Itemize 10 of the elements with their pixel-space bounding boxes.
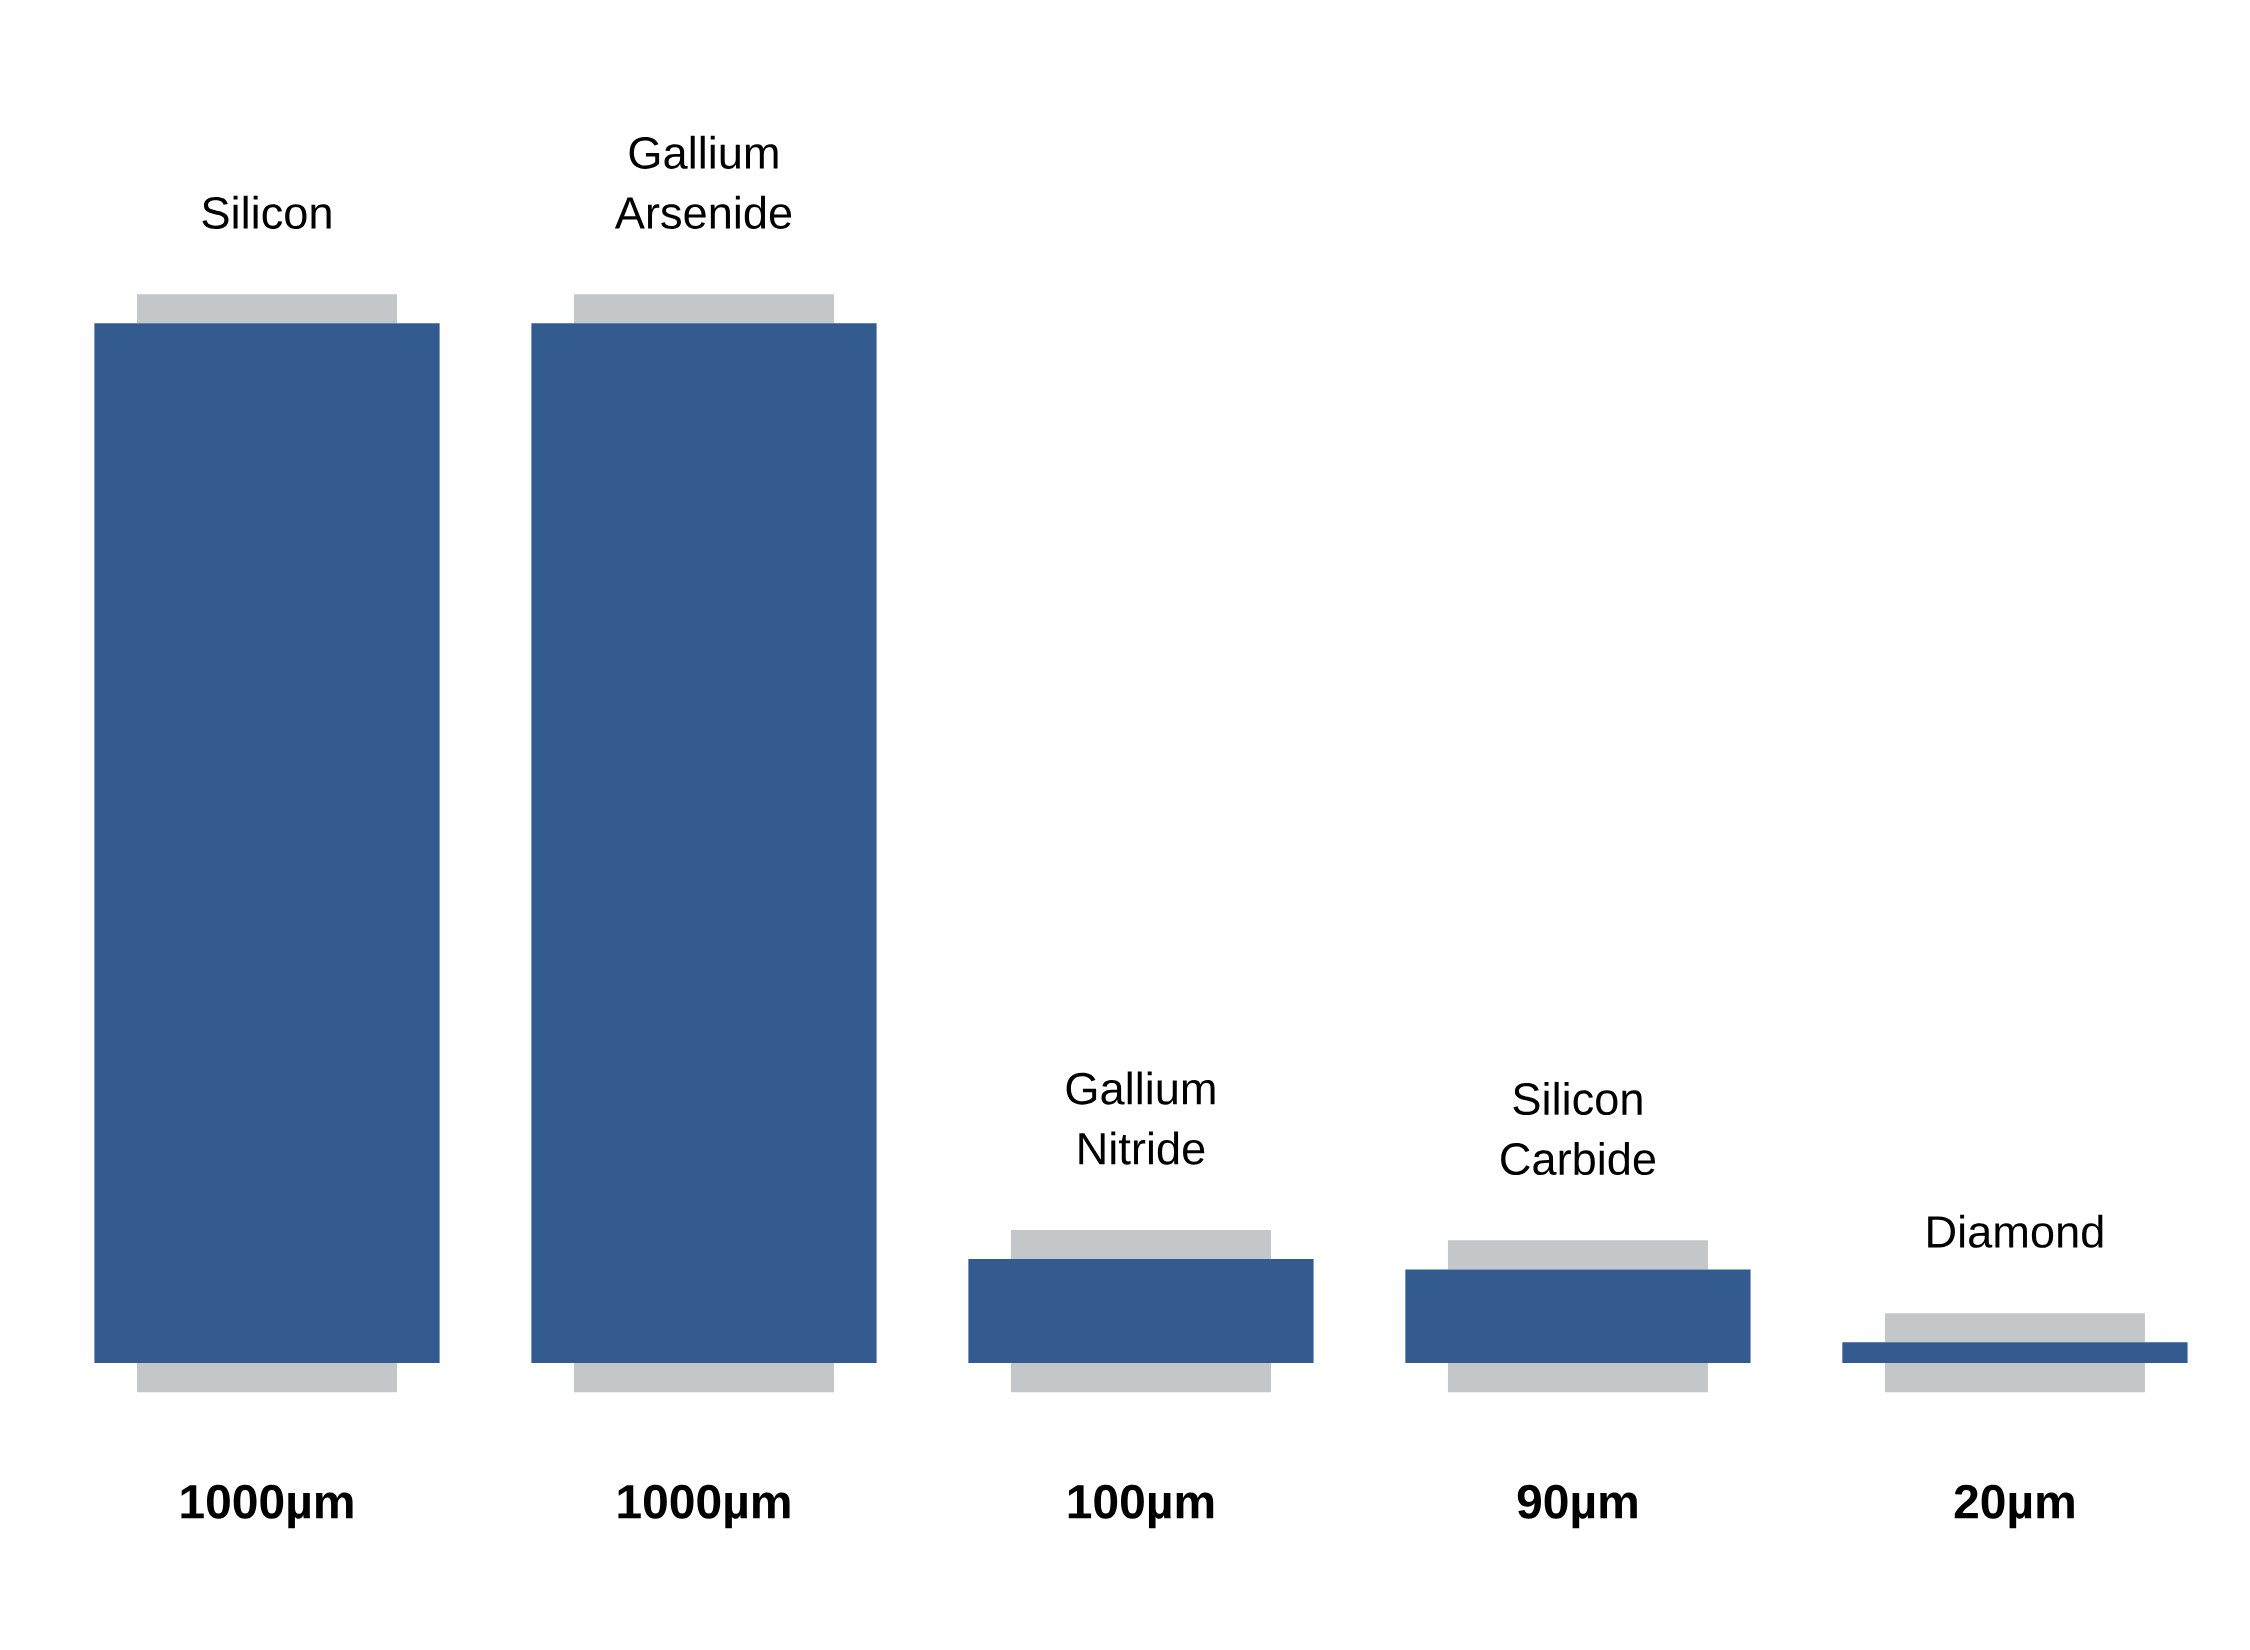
x-tick-label: Silicon Carbide (1501, 1081, 1656, 1176)
x-tick-label: Gallium Arsenide (614, 135, 792, 229)
x-tick-label: Diamond (1928, 1214, 2103, 1248)
x-tick-label: Silicon (202, 195, 331, 229)
data-label: 90µm (1517, 1484, 1637, 1529)
data-label: 1000µm (181, 1484, 353, 1529)
data-label: 100µm (1068, 1484, 1214, 1529)
data-label: 1000µm (618, 1484, 790, 1529)
x-tick-label: Gallium Nitride (1066, 1071, 1215, 1165)
data-label: 20µm (1954, 1484, 2074, 1529)
